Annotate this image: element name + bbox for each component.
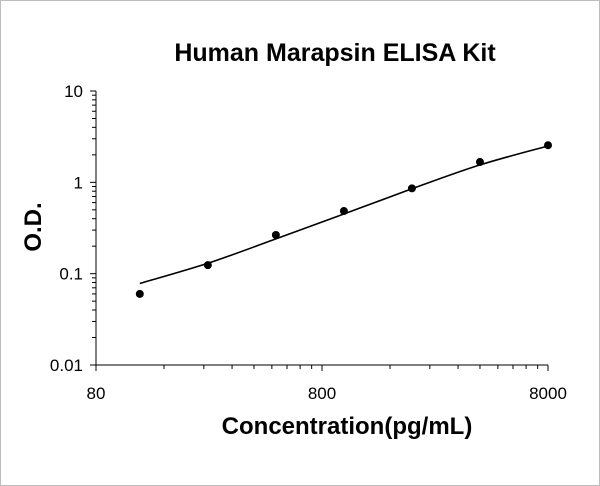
x-axis-label: Concentration(pg/mL) (221, 413, 473, 440)
data-point (475, 157, 484, 166)
x-tick-label: 80 (87, 384, 106, 403)
data-point (407, 184, 416, 193)
y-tick-label: 1 (74, 173, 83, 192)
x-tick-label: 800 (308, 384, 336, 403)
y-tick-label: 10 (64, 82, 83, 101)
axis-ticks (90, 90, 549, 371)
axis-tick-labels: 0.01 0.1 1 10 80 800 8000 (50, 82, 567, 403)
y-tick-label: 0.01 (50, 356, 83, 375)
data-point (544, 141, 552, 150)
x-tick-label: 8000 (529, 384, 567, 403)
data-point (339, 207, 348, 216)
data-point (135, 289, 144, 298)
y-tick-label: 0.1 (59, 265, 83, 284)
data-points (135, 141, 552, 298)
data-point (271, 231, 280, 240)
y-axis-label: O.D. (20, 202, 47, 252)
data-point (203, 261, 212, 270)
chart-title: Human Marapsin ELISA Kit (174, 39, 496, 67)
